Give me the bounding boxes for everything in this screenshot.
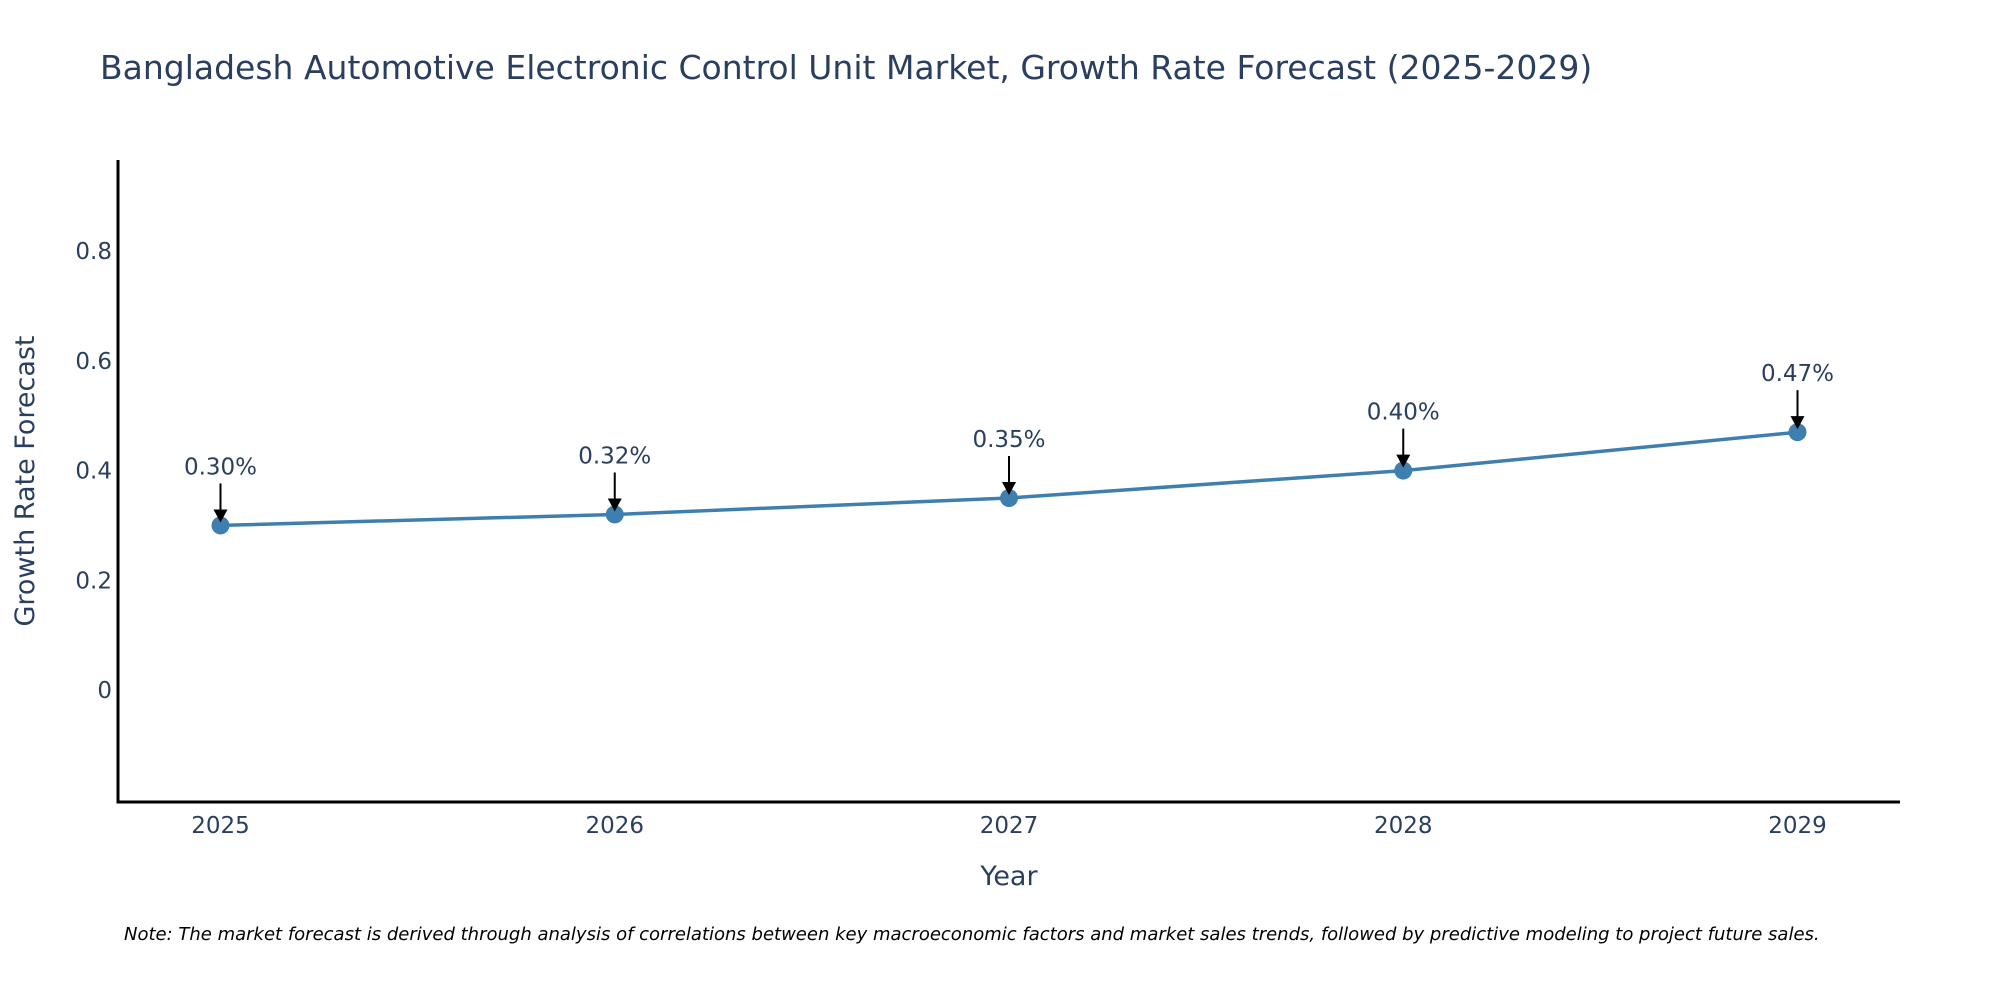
annotation-arrowhead [1790, 416, 1805, 430]
annotation-arrowhead [607, 498, 622, 512]
annotation: 0.40% [1367, 400, 1440, 468]
data-point-marker[interactable] [1788, 423, 1807, 442]
annotation-arrowhead [213, 509, 228, 523]
data-point-marker[interactable] [605, 505, 624, 524]
data-point-marker[interactable] [1394, 461, 1413, 480]
data-point-marker[interactable] [1000, 489, 1018, 508]
annotation-label: 0.35% [972, 427, 1045, 453]
x-tick-label: 2029 [1768, 813, 1827, 839]
y-axis-ticks: 0 0.2 0.4 0.6 0.8 [75, 239, 112, 704]
annotation: 0.32% [578, 443, 651, 512]
x-axis-title: Year [979, 861, 1038, 892]
annotation-arrowhead [1002, 482, 1016, 496]
annotation-label: 0.32% [578, 443, 651, 469]
annotation-arrowhead [1396, 454, 1411, 468]
y-tick-label: 0.6 [75, 349, 112, 375]
annotation-label: 0.30% [184, 454, 257, 480]
x-tick-label: 2028 [1374, 813, 1433, 839]
chart-title: Bangladesh Automotive Electronic Control… [100, 48, 1592, 87]
data-point-marker[interactable] [211, 516, 230, 535]
y-tick-label: 0 [97, 678, 112, 704]
annotation-label: 0.47% [1761, 361, 1834, 387]
annotation: 0.30% [184, 454, 257, 523]
annotation: 0.47% [1761, 361, 1834, 430]
x-tick-label: 2025 [191, 813, 250, 839]
series-growth-rate [211, 423, 1807, 535]
x-axis-ticks: 2025 2026 2027 2028 2029 [191, 813, 1827, 839]
annotation: 0.35% [972, 427, 1046, 496]
footnote: Note: The market forecast is derived thr… [124, 924, 1820, 945]
x-tick-label: 2027 [980, 813, 1039, 839]
y-axis-title: Growth Rate Forecast [10, 335, 41, 626]
annotation-label: 0.40% [1367, 400, 1440, 426]
y-tick-label: 0.4 [75, 459, 112, 485]
y-tick-label: 0.8 [75, 239, 112, 265]
annotations: 0.30% 0.32% 0.35% 0.40% 0.47% [184, 361, 1834, 523]
y-tick-label: 0.2 [75, 568, 112, 594]
x-tick-label: 2026 [585, 813, 644, 839]
